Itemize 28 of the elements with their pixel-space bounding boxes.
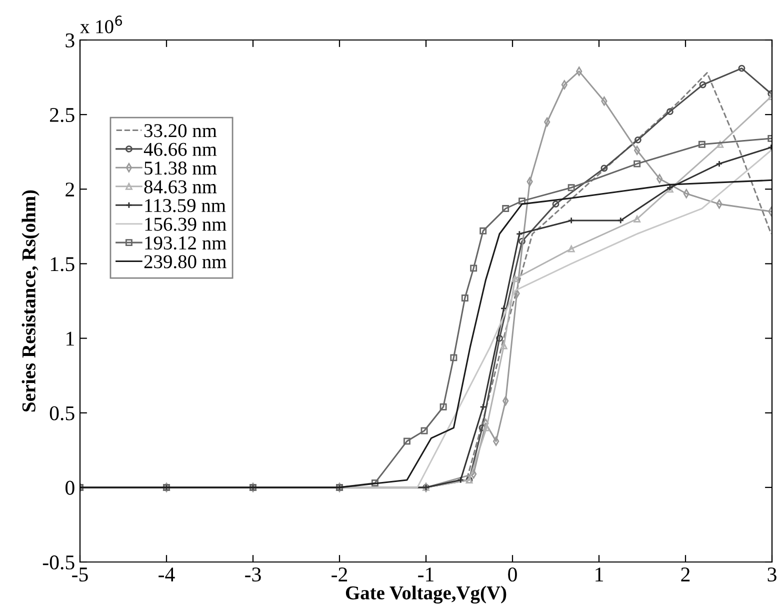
legend-label: 46.66 nm (144, 142, 217, 156)
x-tick-label: -2 (332, 568, 348, 582)
x-tick-label: -3 (245, 568, 261, 582)
x-tick-label: 1 (596, 568, 603, 582)
y-tick-label: 3 (66, 33, 74, 48)
y-tick-label: 1 (66, 332, 74, 346)
y-tick-label: 1.5 (50, 257, 74, 272)
x-tick-label: -4 (158, 568, 175, 582)
legend-label: 156.39 nm (145, 218, 226, 231)
legend-label: 33.20 nm (144, 124, 217, 138)
y-tick-label: 2.5 (50, 108, 74, 122)
legend-label: 193.12 nm (145, 236, 226, 250)
legend-label: 51.38 nm (144, 162, 217, 175)
x-tick-label: 0 (508, 567, 517, 582)
y-axis-title: Series Resistance, Rs(ohm) (22, 190, 40, 412)
legend-label: 239.80 nm (144, 255, 226, 268)
y-tick-label: 2 (66, 182, 74, 196)
y-tick-label: 0 (66, 480, 74, 495)
x-tick-label: 2 (681, 568, 690, 582)
x-tick-label: 3 (768, 568, 776, 582)
text: x 10$^{6}$ (80, 16, 122, 34)
legend-label: 113.59 nm (145, 199, 226, 212)
x-tick-label: -1 (418, 568, 434, 582)
x-axis-title: Gate Voltage,Vg(V) (346, 586, 506, 604)
legend-label: 84.63 nm (144, 180, 217, 194)
x-tick-label: -5 (72, 568, 88, 582)
y-tick-label: -0.5 (42, 555, 74, 570)
y-tick-label: 0.5 (50, 406, 74, 420)
